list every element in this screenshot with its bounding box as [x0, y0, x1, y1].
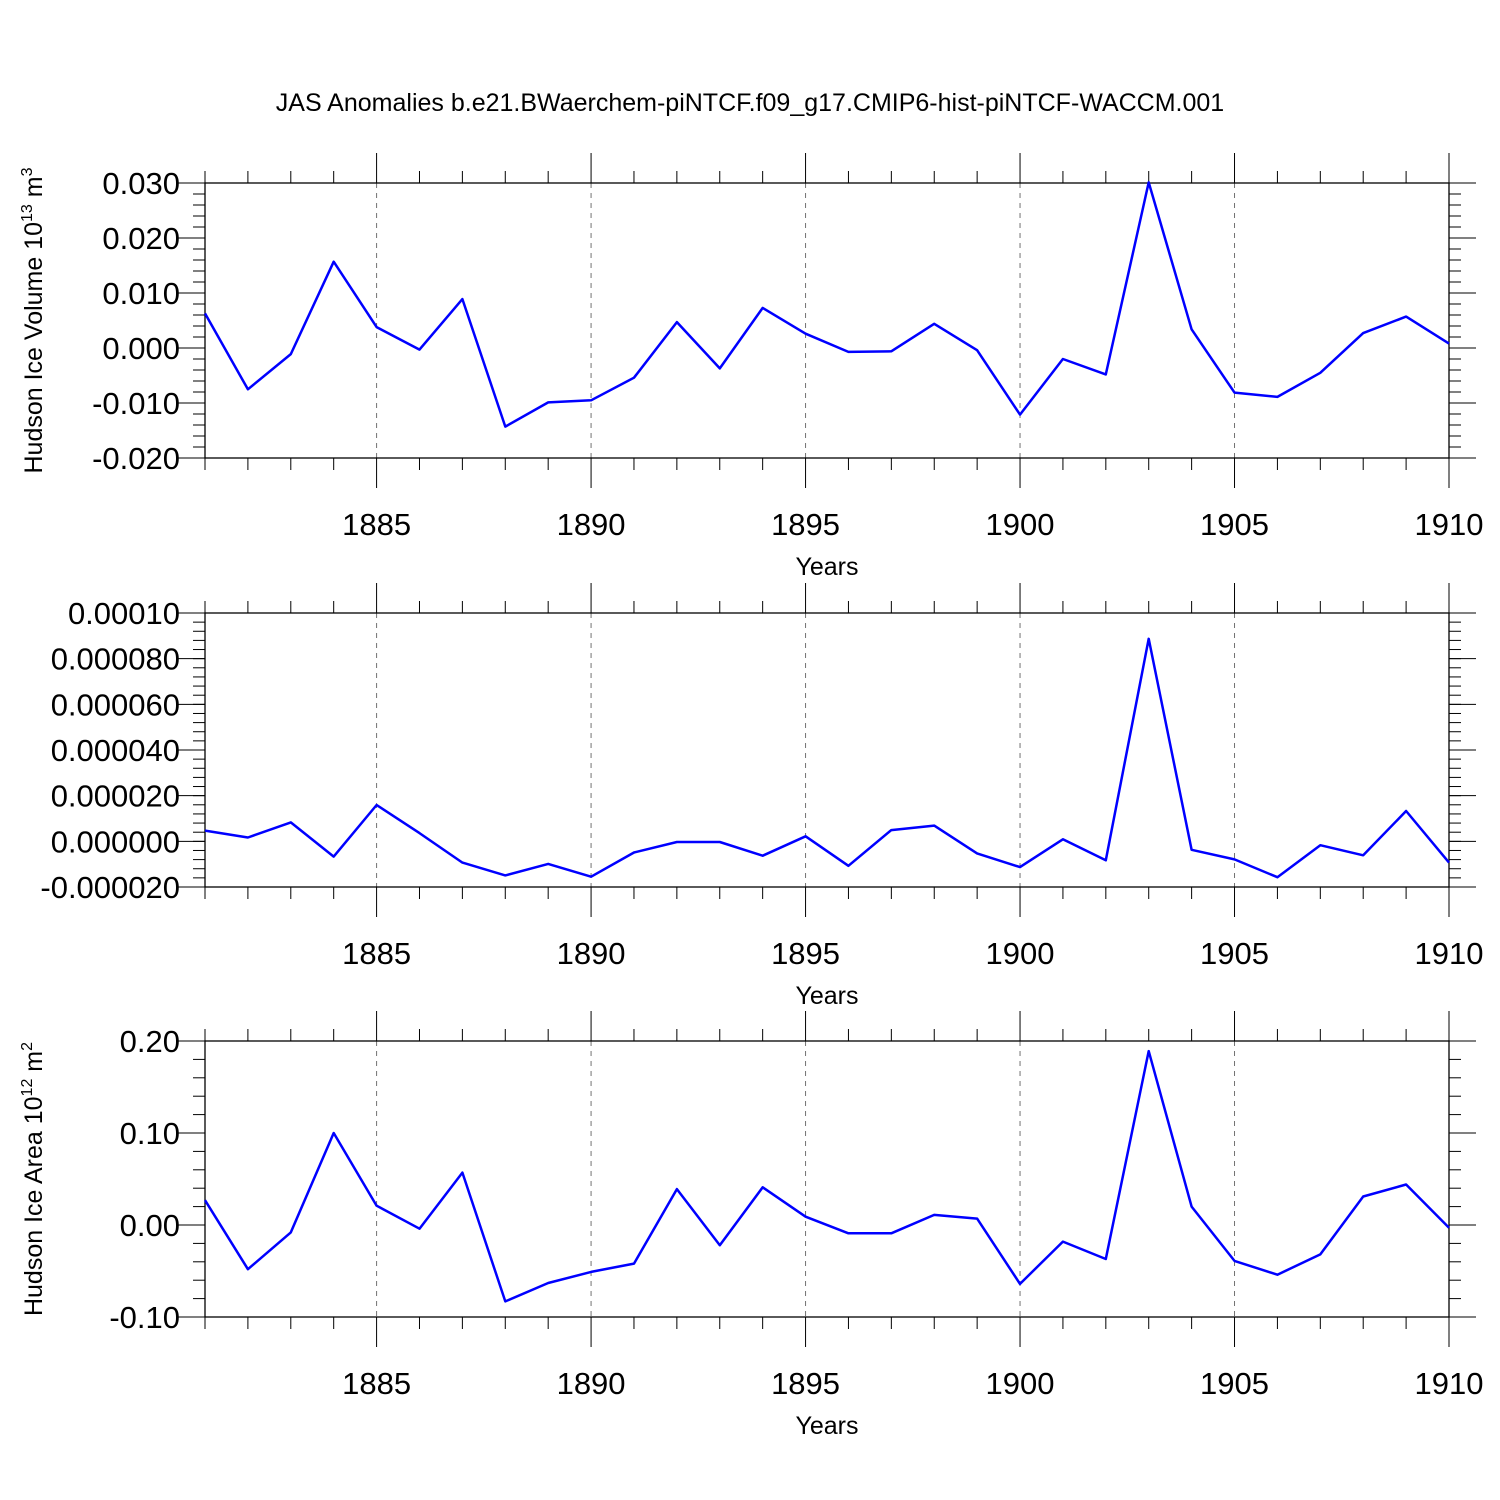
- y-tick-label: 0.000000: [51, 824, 180, 859]
- x-tick-label-1890: 1890: [557, 936, 626, 971]
- x-tick-label-1910: 1910: [1415, 507, 1484, 542]
- x-tick-label-1895: 1895: [771, 936, 840, 971]
- y-tick-label: 0.20: [120, 1024, 180, 1059]
- y-tick-label: 0.000080: [51, 642, 180, 677]
- chart-panel-volume: -0.020 -0.010 0.000 0.010 0.020 0.030 1885 1890…: [19, 153, 1483, 581]
- y-tick-label: 0.000060: [51, 687, 180, 722]
- x-tick-label-1885: 1885: [342, 1366, 411, 1401]
- x-tick-label-1890: 1890: [557, 1366, 626, 1401]
- x-axis-title: Years: [795, 1412, 858, 1440]
- x-tick-label-1900: 1900: [986, 507, 1055, 542]
- y-tick-label: 0.000: [102, 331, 180, 366]
- y-tick-label: 0.030: [102, 166, 180, 201]
- x-tick-label-1905: 1905: [1200, 507, 1269, 542]
- y-tick-label: -0.010: [92, 386, 180, 421]
- x-tick-label-1890: 1890: [557, 507, 626, 542]
- x-tick-label-1905: 1905: [1200, 936, 1269, 971]
- x-axis-title: Years: [795, 982, 858, 1010]
- x-tick-label-1895: 1895: [771, 1366, 840, 1401]
- y-tick-label: 0.000040: [51, 733, 180, 768]
- x-tick-label-1885: 1885: [342, 507, 411, 542]
- figure-title: JAS Anomalies b.e21.BWaerchem-piNTCF.f09…: [276, 89, 1224, 117]
- x-tick-label-1900: 1900: [986, 1366, 1055, 1401]
- x-tick-label-1910: 1910: [1415, 936, 1484, 971]
- plot-frame: [204, 612, 1450, 888]
- y-tick-label: 0.00010: [68, 596, 180, 631]
- y-axis-title: Hudson Ice Volume 1013 m3: [19, 167, 48, 473]
- plot-frame: [204, 1040, 1450, 1318]
- y-tick-label: 0.020: [102, 221, 180, 256]
- y-tick-label: -0.000020: [40, 870, 180, 905]
- y-tick-label: 0.000020: [51, 779, 180, 814]
- series-line-area: [203, 1049, 1450, 1303]
- x-tick-label-1900: 1900: [986, 936, 1055, 971]
- chart-panel-thickness: -0.000020 0.000000 0.000020 0.000040 0.00006…: [40, 583, 1483, 1010]
- chart-panel-area: -0.10 0.00 0.10 0.20 1885 1890 1895 1900 1905 191…: [19, 1011, 1483, 1440]
- x-tick-label-1910: 1910: [1415, 1366, 1484, 1401]
- y-tick-label: -0.020: [92, 441, 180, 476]
- x-tick-label-1905: 1905: [1200, 1366, 1269, 1401]
- y-tick-label: -0.10: [109, 1300, 180, 1335]
- x-tick-label-1885: 1885: [342, 936, 411, 971]
- series-line-volume: [203, 181, 1450, 428]
- y-tick-label: 0.010: [102, 276, 180, 311]
- y-axis-title: Hudson Ice Area 1012 m2: [19, 1042, 48, 1316]
- y-tick-label: 0.10: [120, 1116, 180, 1151]
- plot-frame: [204, 182, 1450, 459]
- x-axis-title: Years: [795, 553, 858, 581]
- y-tick-label: 0.00: [120, 1208, 180, 1243]
- x-tick-label-1895: 1895: [771, 507, 840, 542]
- series-line-thickness: [204, 637, 1450, 879]
